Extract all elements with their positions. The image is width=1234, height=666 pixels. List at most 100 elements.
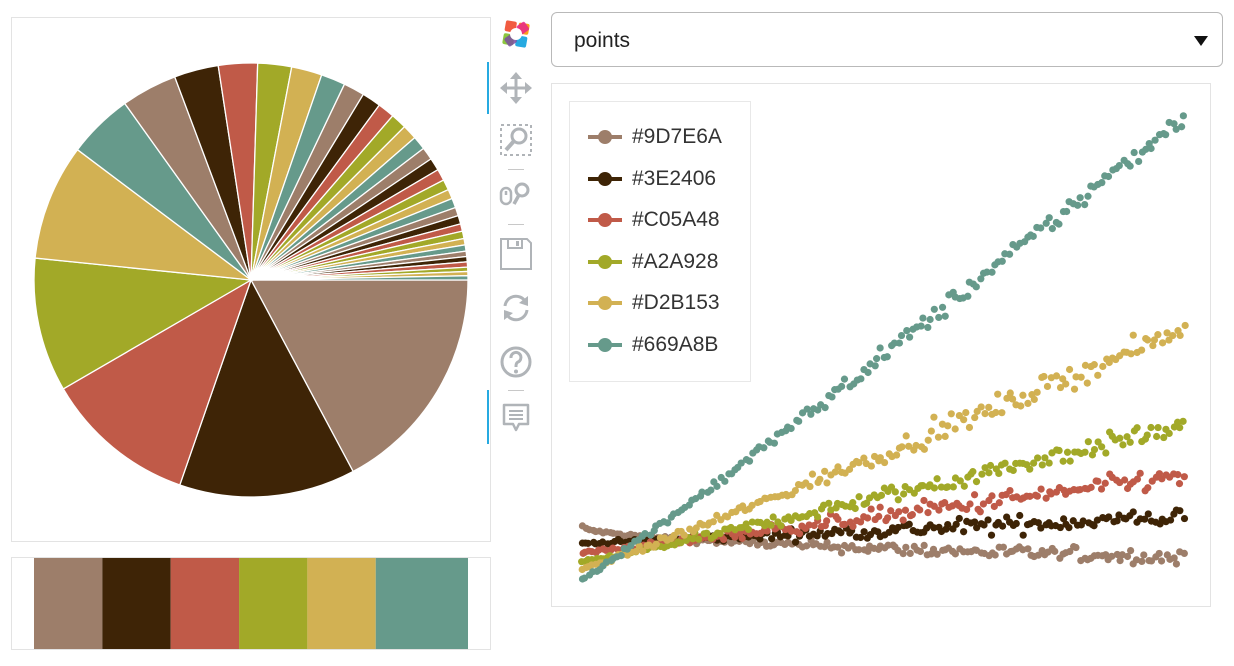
scatter-point: [828, 393, 836, 401]
legend-swatch: [588, 247, 622, 277]
scatter-point: [1154, 423, 1162, 432]
scatter-point: [838, 382, 846, 391]
scatter-point: [1170, 554, 1178, 562]
pie-slice[interactable]: [250, 275, 469, 281]
scatter-point: [971, 518, 979, 526]
scatter-point: [1172, 125, 1180, 133]
scatter-point: [770, 439, 779, 447]
scatter-point: [894, 523, 902, 532]
toolbar-separator: [508, 390, 524, 391]
scatter-point: [1181, 321, 1189, 330]
scatter-point: [876, 454, 884, 462]
scatter-point: [1180, 473, 1188, 481]
scatter-point: [767, 521, 775, 529]
pie-slice[interactable]: [34, 148, 254, 281]
scatter-point: [998, 257, 1006, 265]
scatter-point: [919, 482, 927, 490]
hover-icon: [502, 403, 530, 432]
scatter-point: [1133, 424, 1141, 432]
legend-item[interactable]: #9D7E6A: [588, 122, 722, 152]
scatter-point: [983, 268, 991, 276]
scatter-point: [1176, 424, 1184, 432]
scatter-point: [929, 545, 938, 553]
scatter-point: [985, 469, 993, 477]
scatter-series: [578, 112, 1187, 583]
scatter-point: [1176, 331, 1184, 340]
scatter-plot[interactable]: [552, 84, 1210, 606]
legend-swatch: [588, 205, 622, 235]
scatter-point: [1151, 136, 1159, 144]
scatter-point: [908, 511, 916, 519]
toolbar-separator: [508, 169, 524, 170]
scatter-point: [1019, 391, 1027, 399]
box-zoom-tool-button[interactable]: [492, 118, 540, 162]
scatter-point: [1130, 148, 1138, 157]
legend-item[interactable]: #D2B153: [588, 288, 720, 318]
scatter-point: [664, 519, 672, 527]
scatter-point: [1005, 250, 1014, 258]
scatter-series: [578, 321, 1189, 574]
scatter-point: [891, 488, 899, 496]
scatter-point: [1108, 552, 1116, 560]
scatter-point: [1033, 454, 1042, 462]
legend-swatch: [588, 288, 622, 318]
scatter-point: [924, 436, 932, 444]
scatter-point: [737, 459, 745, 467]
scatter-point: [816, 475, 824, 483]
pie-chart-panel[interactable]: [11, 17, 491, 542]
scatter-point: [837, 549, 846, 557]
scatter-point: [756, 535, 764, 543]
scatter-point: [1066, 547, 1074, 556]
scatter-point: [880, 458, 889, 467]
bokeh-logo-icon[interactable]: [492, 12, 540, 56]
reset-tool-button[interactable]: [492, 286, 540, 330]
pan-tool-button[interactable]: [492, 66, 540, 110]
pie-slice[interactable]: [62, 278, 253, 486]
legend-item[interactable]: #A2A928: [588, 247, 718, 277]
scatter-point: [977, 403, 985, 411]
scatter-point: [992, 408, 1000, 417]
scatter-point: [867, 462, 875, 470]
palette-swatch: [239, 558, 308, 649]
pie-slice[interactable]: [249, 279, 469, 473]
scatter-point: [1105, 513, 1113, 521]
scatter-point: [895, 508, 903, 516]
legend-marker: [598, 254, 612, 269]
scatter-point: [1136, 469, 1144, 477]
scatter-point: [1176, 507, 1184, 515]
glyph-type-select[interactable]: points: [551, 12, 1223, 67]
scatter-point: [1065, 365, 1074, 374]
scatter-point: [1077, 373, 1085, 381]
scatter-point: [1099, 362, 1107, 371]
scatter-point: [894, 496, 902, 504]
palette-swatch: [307, 558, 376, 649]
scatter-point: [709, 518, 717, 526]
scatter-point: [1059, 457, 1067, 465]
pie-slice[interactable]: [33, 257, 254, 390]
scatter-point: [1090, 361, 1098, 369]
legend-item[interactable]: #669A8B: [588, 330, 718, 360]
hover-tool-button[interactable]: [492, 396, 540, 440]
scatter-point: [927, 427, 935, 435]
legend-swatch: [588, 122, 622, 152]
pie-slice[interactable]: [178, 278, 354, 498]
scatter-point: [930, 413, 938, 421]
scatter-point: [962, 408, 970, 417]
legend-item[interactable]: #3E2406: [588, 164, 716, 194]
scatter-point: [894, 546, 902, 555]
scatter-point: [1175, 480, 1184, 488]
scatter-point: [1098, 179, 1106, 187]
save-tool-button[interactable]: [492, 232, 540, 276]
pie-chart[interactable]: [12, 18, 490, 541]
wheel-zoom-tool-button[interactable]: [492, 174, 540, 218]
scatter-point: [933, 475, 941, 483]
scatter-point: [707, 486, 715, 494]
help-tool-button[interactable]: [492, 340, 540, 384]
scatter-point: [998, 522, 1007, 530]
scatter-point: [1135, 157, 1143, 166]
legend-item[interactable]: #C05A48: [588, 205, 720, 235]
toolbar-separator: [508, 224, 524, 225]
scatter-point: [1052, 372, 1061, 380]
scatter-point: [1116, 434, 1124, 442]
scatter-point: [769, 513, 777, 521]
